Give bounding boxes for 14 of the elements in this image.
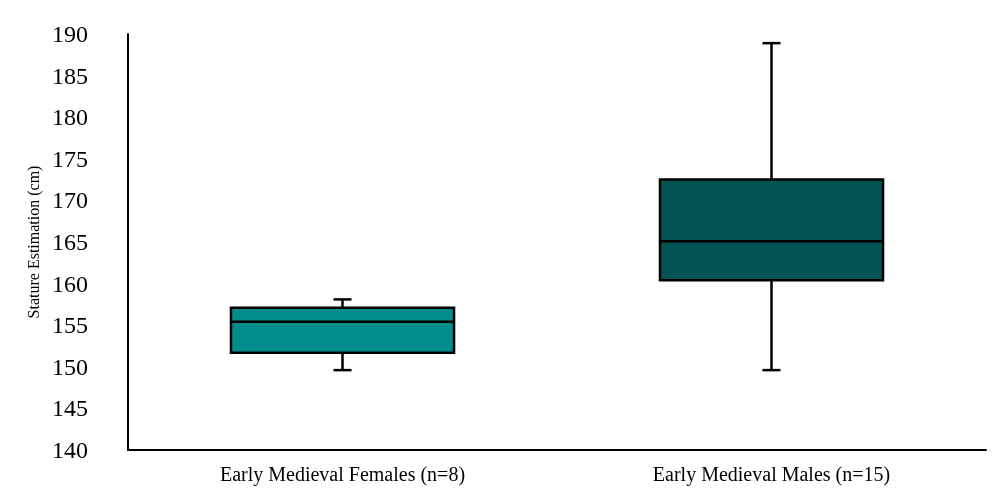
y-tick-label: 160 bbox=[52, 270, 88, 297]
y-tick-label: 140 bbox=[52, 437, 88, 463]
y-tick-label: 145 bbox=[52, 395, 88, 422]
x-tick-label: Early Medieval Males (n=15) bbox=[652, 463, 891, 486]
y-tick-label: 155 bbox=[52, 312, 88, 339]
y-tick-label: 185 bbox=[52, 62, 88, 89]
y-tick-label: 190 bbox=[52, 21, 88, 47]
y-axis-title: Stature Estimation (cm) bbox=[24, 165, 43, 319]
y-tick-label: 150 bbox=[52, 353, 88, 380]
y-tick-label: 165 bbox=[52, 229, 88, 255]
y-tick-label: 170 bbox=[52, 187, 88, 214]
y-tick-label: 175 bbox=[52, 145, 88, 172]
x-tick-label: Early Medieval Females (n=8) bbox=[219, 463, 466, 486]
y-tick-label: 180 bbox=[52, 104, 88, 131]
